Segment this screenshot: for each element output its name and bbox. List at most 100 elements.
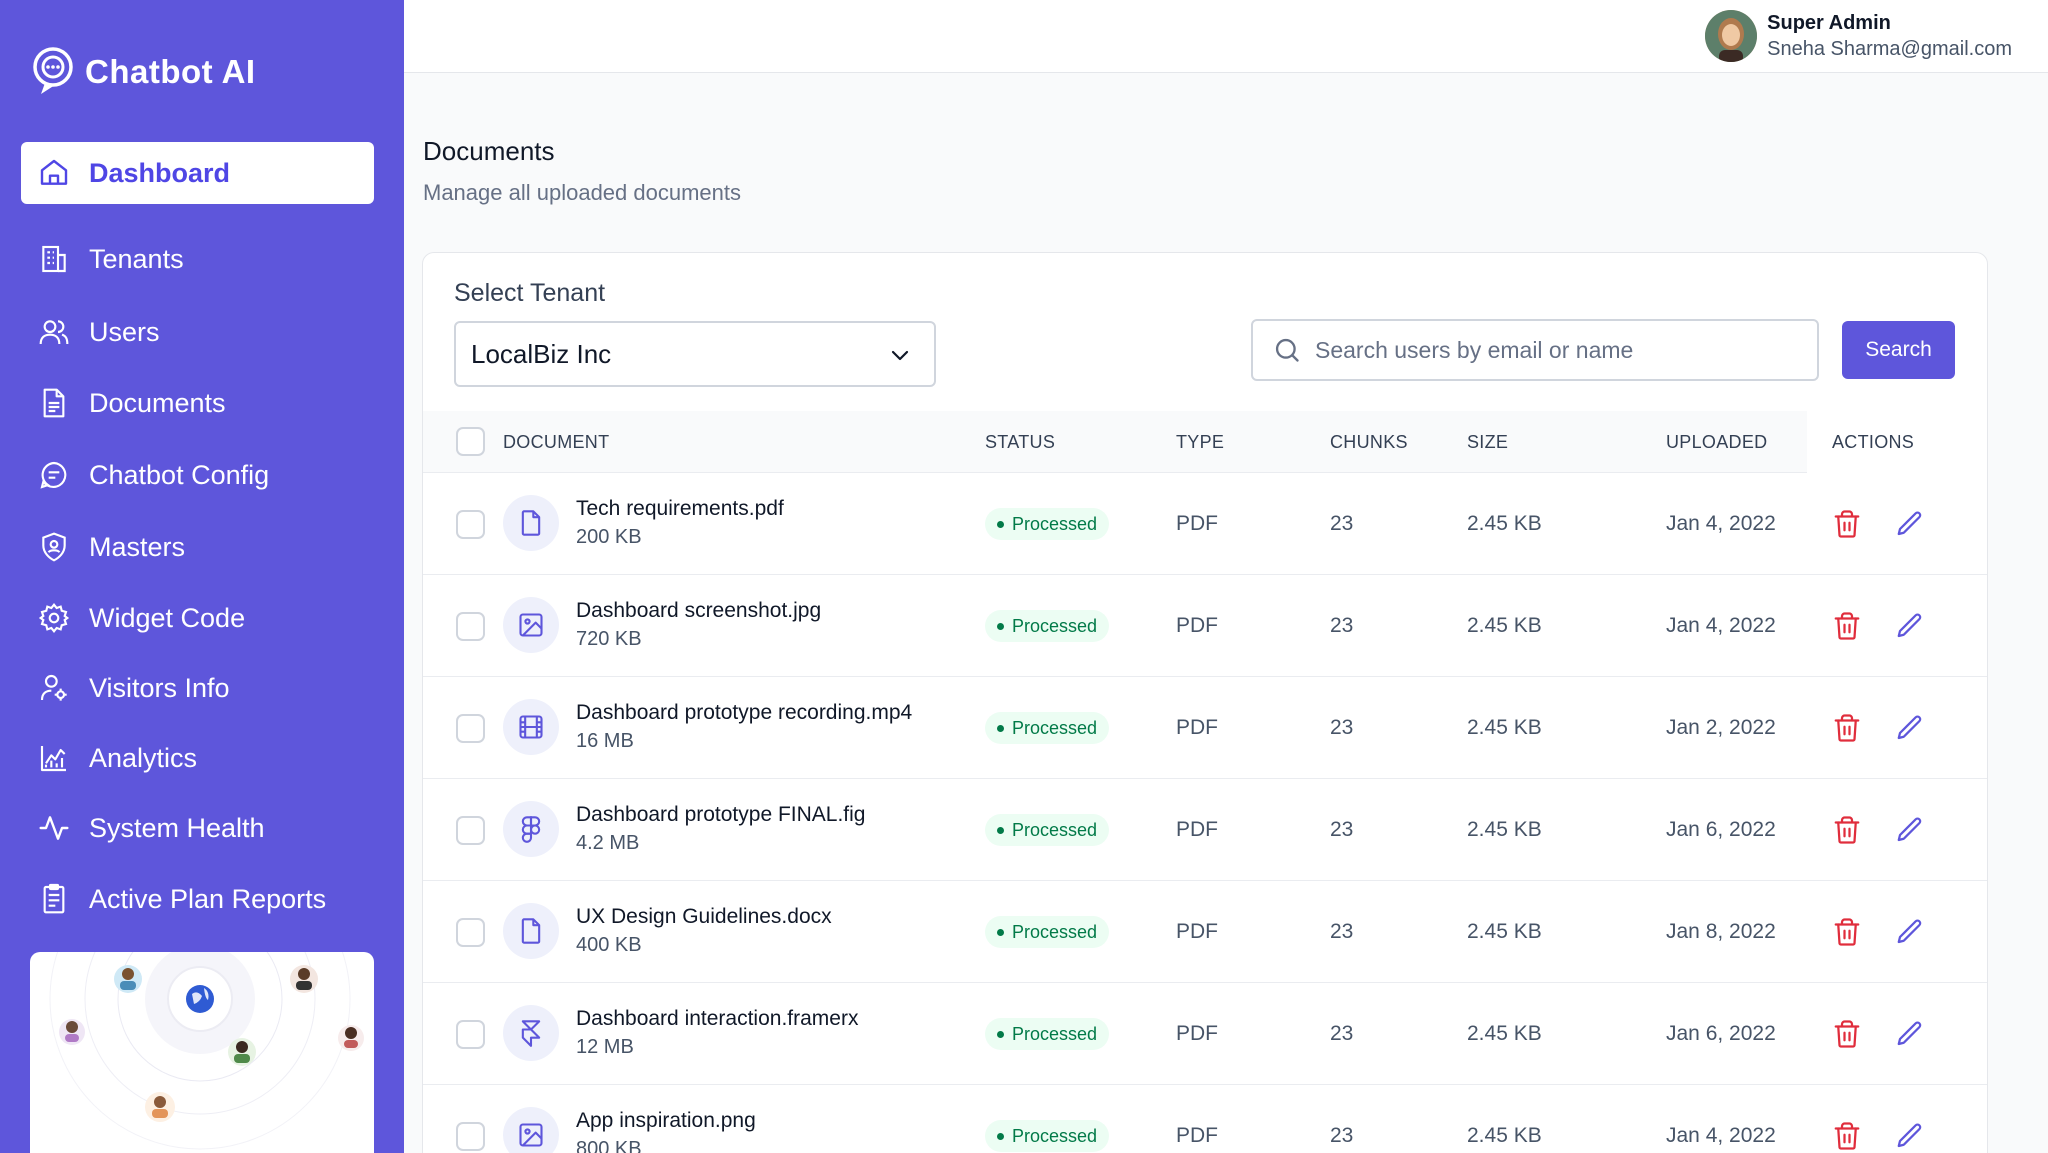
column-header-type[interactable]: TYPE — [1176, 431, 1225, 452]
pencil-icon — [1895, 1021, 1925, 1053]
edit-button[interactable] — [1895, 611, 1925, 641]
table-row[interactable]: Dashboard prototype FINAL.fig 4.2 MB Proce… — [423, 779, 1987, 881]
type-cell: PDF — [1176, 1022, 1218, 1045]
page-subtitle: Manage all uploaded documents — [423, 180, 742, 205]
tenant-select[interactable]: LocalBiz Inc — [454, 321, 936, 387]
row-checkbox[interactable] — [456, 1122, 485, 1151]
edit-button[interactable] — [1895, 815, 1925, 845]
file-name[interactable]: Dashboard interaction.framerx — [576, 1007, 859, 1030]
chunks-cell: 23 — [1330, 818, 1354, 841]
file-name[interactable]: Dashboard prototype recording.mp4 — [576, 701, 913, 724]
column-header-status[interactable]: STATUS — [985, 431, 1056, 452]
sidebar-item-active-plan-reports[interactable]: Active Plan Reports — [21, 868, 374, 930]
select-all-checkbox[interactable] — [456, 427, 485, 456]
shield-user-icon — [37, 530, 71, 564]
status-dot — [997, 928, 1004, 936]
row-checkbox[interactable] — [456, 918, 485, 947]
edit-button[interactable] — [1895, 1019, 1925, 1049]
search-input[interactable] — [1315, 336, 1795, 364]
user-menu[interactable]: Super Admin Sneha Sharma@gmail.com — [1705, 10, 2012, 62]
figma-icon — [503, 801, 559, 857]
sidebar-item-visitors-info[interactable]: Visitors Info — [21, 657, 374, 719]
network-illustration — [49, 952, 364, 1150]
sidebar-item-label: Widget Code — [89, 602, 246, 633]
sidebar-item-label: Analytics — [89, 742, 198, 773]
delete-button[interactable] — [1832, 815, 1862, 845]
row-checkbox[interactable] — [456, 510, 485, 539]
sidebar-item-label: Masters — [89, 531, 186, 562]
sidebar-item-analytics[interactable]: Analytics — [21, 727, 374, 789]
sidebar-item-documents[interactable]: Documents — [21, 372, 374, 434]
sidebar-item-label: Tenants — [89, 243, 184, 274]
sidebar-item-users[interactable]: Users — [21, 301, 374, 363]
table-row[interactable]: Tech requirements.pdf 200 KB Processed PDF 2… — [423, 473, 1987, 575]
brand[interactable]: Chatbot AI — [31, 46, 256, 98]
status-text: Processed — [1012, 921, 1098, 942]
sidebar-item-tenants[interactable]: Tenants — [21, 228, 374, 290]
file-name[interactable]: Tech requirements.pdf — [576, 497, 784, 520]
delete-button[interactable] — [1832, 611, 1862, 641]
table-row[interactable]: UX Design Guidelines.docx 400 KB Processed… — [423, 881, 1987, 983]
column-header-actions: ACTIONS — [1832, 431, 1915, 452]
trash-icon — [1832, 612, 1862, 645]
search-icon — [1275, 338, 1299, 362]
trash-icon — [1832, 1020, 1862, 1053]
file-name[interactable]: App inspiration.png — [576, 1109, 756, 1132]
sidebar-item-label: Documents — [89, 387, 226, 418]
file-name[interactable]: Dashboard screenshot.jpg — [576, 599, 822, 622]
delete-button[interactable] — [1832, 1019, 1862, 1049]
status-badge: Processed — [985, 712, 1110, 744]
type-cell: PDF — [1176, 512, 1218, 535]
search-field[interactable] — [1251, 319, 1819, 381]
delete-button[interactable] — [1832, 713, 1862, 743]
column-header-chunks[interactable]: CHUNKS — [1330, 431, 1408, 452]
column-header-uploaded[interactable]: UPLOADED — [1666, 431, 1768, 452]
delete-button[interactable] — [1832, 1121, 1862, 1151]
edit-button[interactable] — [1895, 917, 1925, 947]
delete-button[interactable] — [1832, 917, 1862, 947]
uploaded-cell: Jan 4, 2022 — [1666, 1124, 1776, 1147]
column-header-size[interactable]: SIZE — [1467, 431, 1509, 452]
sidebar-item-label: System Health — [89, 812, 265, 843]
user-email: Sneha Sharma@gmail.com — [1767, 37, 2012, 60]
table-row[interactable]: App inspiration.png 800 KB Processed PDF 23 2… — [423, 1085, 1987, 1153]
row-checkbox[interactable] — [456, 714, 485, 743]
size-cell: 2.45 KB — [1467, 1022, 1542, 1045]
file-icon — [503, 903, 559, 959]
row-checkbox[interactable] — [456, 612, 485, 641]
file-size: 800 KB — [576, 1138, 642, 1153]
sidebar-item-chatbot-config[interactable]: Chatbot Config — [21, 444, 374, 506]
status-badge: Processed — [985, 508, 1110, 540]
status-dot — [997, 520, 1004, 528]
uploaded-cell: Jan 6, 2022 — [1666, 1022, 1776, 1045]
brand-name: Chatbot AI — [85, 53, 256, 90]
sidebar-item-masters[interactable]: Masters — [21, 516, 374, 578]
file-name[interactable]: UX Design Guidelines.docx — [576, 905, 832, 928]
row-checkbox[interactable] — [456, 1020, 485, 1049]
column-header-document[interactable]: DOCUMENT — [503, 431, 610, 452]
edit-button[interactable] — [1895, 1121, 1925, 1151]
avatar[interactable] — [1705, 10, 1758, 62]
sidebar-item-system-health[interactable]: System Health — [21, 797, 374, 859]
status-text: Processed — [1012, 1023, 1098, 1044]
edit-button[interactable] — [1895, 509, 1925, 539]
file-name[interactable]: Dashboard prototype FINAL.fig — [576, 803, 866, 826]
image-icon — [503, 1107, 559, 1153]
film-icon — [503, 699, 559, 755]
search-button[interactable]: Search — [1842, 321, 1955, 379]
sidebar-item-dashboard[interactable]: Dashboard — [21, 142, 374, 204]
table-row[interactable]: Dashboard prototype recording.mp4 16 MB Pr… — [423, 677, 1987, 779]
file-icon — [503, 495, 559, 551]
table-row[interactable]: Dashboard screenshot.jpg 720 KB Processed P… — [423, 575, 1987, 677]
chevron-down-icon — [891, 350, 909, 361]
delete-button[interactable] — [1832, 509, 1862, 539]
table-row[interactable]: Dashboard interaction.framerx 12 MB Proces… — [423, 983, 1987, 1085]
table-header: DOCUMENT STATUS TYPE CHUNKS SIZE UPLOADE… — [423, 411, 1987, 473]
row-checkbox[interactable] — [456, 816, 485, 845]
uploaded-cell: Jan 2, 2022 — [1666, 716, 1776, 739]
status-badge: Processed — [985, 1018, 1110, 1050]
edit-button[interactable] — [1895, 713, 1925, 743]
sidebar: Chatbot AI Dashboard Tenants Users Docum… — [0, 0, 404, 1153]
sidebar-item-widget-code[interactable]: Widget Code — [21, 587, 374, 649]
user-role: Super Admin — [1767, 11, 1891, 34]
